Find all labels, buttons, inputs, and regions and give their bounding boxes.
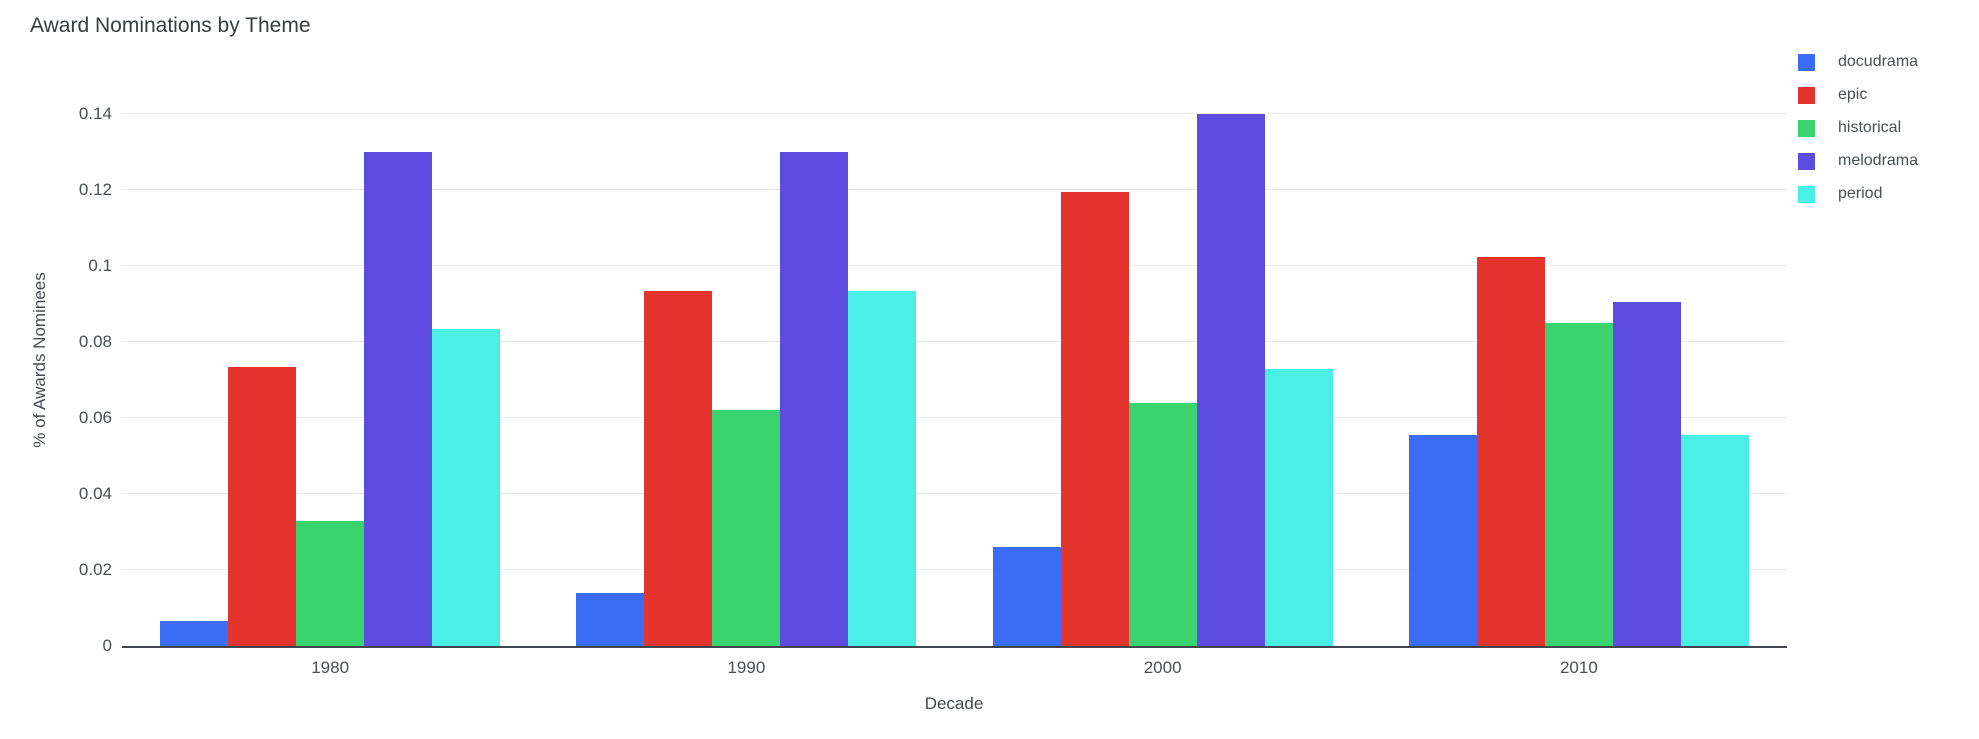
bar-melodrama-2000[interactable]	[1196, 114, 1265, 646]
legend-item-historical[interactable]: historical	[1798, 119, 1918, 137]
bar-docudrama-2010[interactable]	[1408, 435, 1477, 646]
legend-label-melodrama: melodrama	[1838, 152, 1919, 169]
gridline-y-0.1	[122, 265, 1787, 267]
gridline-y-0.14	[122, 113, 1787, 115]
gridline-y-0.06	[122, 417, 1787, 419]
legend-label-epic: epic	[1838, 86, 1868, 103]
legend-item-period[interactable]: period	[1798, 185, 1918, 203]
bar-epic-2000[interactable]	[1060, 192, 1129, 646]
legend-swatch-melodrama	[1798, 152, 1815, 170]
bar-docudrama-1980[interactable]	[160, 621, 229, 646]
legend-swatch-period	[1798, 185, 1815, 203]
bar-epic-1990[interactable]	[644, 290, 713, 646]
x-tick-label-1980: 1980	[311, 658, 350, 677]
bar-group-2000	[955, 75, 1371, 646]
x-tick-label-1990: 1990	[727, 658, 766, 677]
bar-melodrama-2010[interactable]	[1612, 302, 1681, 646]
bar-group-1980	[122, 75, 538, 646]
legend-swatch-docudrama	[1798, 53, 1815, 71]
bar-group-1990	[538, 75, 954, 646]
bar-melodrama-1990[interactable]	[780, 152, 849, 646]
bar-period-1990[interactable]	[848, 290, 917, 646]
bar-melodrama-1980[interactable]	[364, 152, 433, 646]
y-tick-label-0.02: 0.02	[78, 560, 112, 580]
bar-period-2000[interactable]	[1264, 368, 1333, 646]
chart-title: Award Nominations by Theme	[30, 14, 311, 37]
legend-label-docudrama: docudrama	[1838, 53, 1919, 70]
bar-period-2010[interactable]	[1680, 435, 1749, 646]
bar-period-1980[interactable]	[432, 328, 501, 646]
legend-item-docudrama[interactable]: docudrama	[1798, 53, 1918, 71]
bar-group-2010	[1371, 75, 1787, 646]
y-tick-label-0.08: 0.08	[78, 332, 112, 352]
bar-groups	[122, 75, 1787, 646]
bar-historical-1980[interactable]	[296, 520, 365, 646]
bar-historical-1990[interactable]	[712, 410, 781, 646]
legend-swatch-epic	[1798, 86, 1815, 104]
legend-label-period: period	[1838, 185, 1883, 202]
x-tick-label-2000: 2000	[1143, 658, 1182, 677]
legend: docudrama epic historical melodrama period	[1798, 53, 1918, 218]
bar-epic-1980[interactable]	[228, 366, 297, 646]
legend-item-epic[interactable]: epic	[1798, 86, 1918, 104]
gridline-y-0.04	[122, 493, 1787, 495]
legend-swatch-historical	[1798, 119, 1815, 137]
bar-docudrama-1990[interactable]	[576, 592, 645, 646]
gridline-y-0.08	[122, 341, 1787, 343]
bar-epic-2010[interactable]	[1476, 256, 1545, 646]
y-tick-label-0.12: 0.12	[78, 180, 112, 200]
bar-docudrama-2000[interactable]	[992, 547, 1061, 646]
y-tick-label-0.04: 0.04	[78, 484, 112, 504]
legend-label-historical: historical	[1838, 119, 1902, 136]
gridline-y-0.02	[122, 569, 1787, 571]
x-tick-label-2010: 2010	[1559, 658, 1598, 677]
bar-historical-2000[interactable]	[1128, 402, 1197, 646]
plot-area	[122, 75, 1787, 648]
x-axis-title: Decade	[924, 694, 984, 713]
y-tick-label-0.06: 0.06	[78, 408, 112, 428]
bar-historical-2010[interactable]	[1544, 323, 1613, 646]
legend-item-melodrama[interactable]: melodrama	[1798, 152, 1918, 170]
gridline-y-0.12	[122, 189, 1787, 191]
y-tick-label-0.14: 0.14	[78, 104, 112, 124]
y-tick-label-0: 0	[102, 636, 112, 655]
y-tick-label-0.1: 0.1	[88, 256, 112, 276]
